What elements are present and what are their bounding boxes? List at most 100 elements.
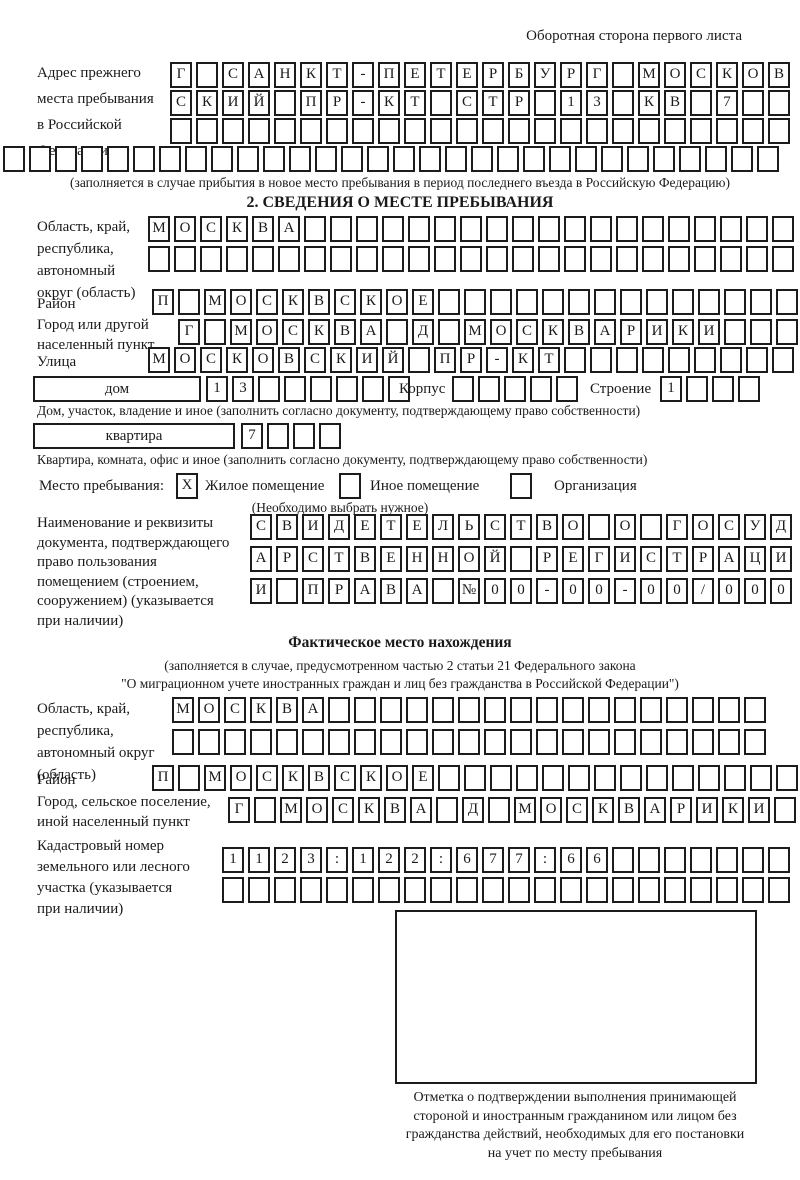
char-box[interactable]	[516, 765, 538, 791]
char-box[interactable]: И	[696, 797, 718, 823]
char-box[interactable]: О	[230, 765, 252, 791]
char-box[interactable]: Е	[380, 546, 402, 572]
char-box[interactable]	[148, 246, 170, 272]
char-box[interactable]: :	[534, 847, 556, 873]
char-box[interactable]	[482, 877, 504, 903]
char-box[interactable]: Г	[588, 546, 610, 572]
char-box[interactable]: П	[152, 289, 174, 315]
char-box[interactable]	[666, 697, 688, 723]
char-box[interactable]	[178, 289, 200, 315]
char-box[interactable]: Б	[508, 62, 530, 88]
char-box[interactable]: С	[250, 514, 272, 540]
char-box[interactable]: А	[406, 578, 428, 604]
char-box[interactable]: О	[386, 289, 408, 315]
char-box[interactable]	[293, 423, 315, 449]
char-box[interactable]	[300, 118, 322, 144]
char-box[interactable]	[612, 90, 634, 116]
char-box[interactable]: С	[640, 546, 662, 572]
char-box[interactable]: В	[278, 347, 300, 373]
char-box[interactable]: М	[148, 347, 170, 373]
char-box[interactable]	[668, 347, 690, 373]
char-box[interactable]	[380, 697, 402, 723]
char-box[interactable]	[404, 877, 426, 903]
char-box[interactable]	[724, 289, 746, 315]
char-box[interactable]	[430, 877, 452, 903]
char-box[interactable]	[378, 118, 400, 144]
char-box[interactable]	[538, 246, 560, 272]
char-box[interactable]	[436, 797, 458, 823]
char-box[interactable]	[289, 146, 311, 172]
char-box[interactable]	[354, 697, 376, 723]
char-box[interactable]: К	[378, 90, 400, 116]
char-box[interactable]: А	[644, 797, 666, 823]
char-box[interactable]	[490, 765, 512, 791]
char-box[interactable]: К	[282, 289, 304, 315]
char-box[interactable]: Д	[412, 319, 434, 345]
char-box[interactable]: Р	[560, 62, 582, 88]
char-box[interactable]	[534, 118, 556, 144]
char-box[interactable]: С	[224, 697, 246, 723]
char-box[interactable]	[776, 319, 798, 345]
char-box[interactable]	[666, 729, 688, 755]
char-box[interactable]: И	[614, 546, 636, 572]
char-box[interactable]	[664, 118, 686, 144]
char-box[interactable]: С	[304, 347, 326, 373]
char-box[interactable]	[196, 118, 218, 144]
char-box[interactable]: К	[330, 347, 352, 373]
char-box[interactable]: О	[614, 514, 636, 540]
char-box[interactable]: С	[484, 514, 506, 540]
char-box[interactable]	[516, 289, 538, 315]
char-box[interactable]: 0	[718, 578, 740, 604]
char-box[interactable]	[690, 847, 712, 873]
char-box[interactable]: О	[252, 347, 274, 373]
char-box[interactable]: 6	[456, 847, 478, 873]
char-box[interactable]	[530, 376, 552, 402]
char-box[interactable]	[458, 729, 480, 755]
char-box[interactable]	[508, 118, 530, 144]
char-box[interactable]	[642, 216, 664, 242]
char-box[interactable]	[250, 729, 272, 755]
char-box[interactable]: К	[282, 765, 304, 791]
char-box[interactable]	[408, 347, 430, 373]
char-box[interactable]: Р	[326, 90, 348, 116]
char-box[interactable]: С	[334, 765, 356, 791]
char-box[interactable]: А	[718, 546, 740, 572]
char-box[interactable]	[672, 289, 694, 315]
char-box[interactable]: П	[434, 347, 456, 373]
char-box[interactable]	[434, 246, 456, 272]
char-box[interactable]	[512, 246, 534, 272]
char-box[interactable]	[404, 118, 426, 144]
char-box[interactable]: Т	[326, 62, 348, 88]
char-box[interactable]	[352, 118, 374, 144]
char-box[interactable]	[380, 729, 402, 755]
char-box[interactable]: Г	[178, 319, 200, 345]
char-box[interactable]: 1	[222, 847, 244, 873]
char-box[interactable]: 1	[248, 847, 270, 873]
char-box[interactable]: Т	[538, 347, 560, 373]
char-box[interactable]	[222, 877, 244, 903]
char-box[interactable]	[614, 697, 636, 723]
char-box[interactable]	[742, 118, 764, 144]
char-box[interactable]: И	[770, 546, 792, 572]
char-box[interactable]: И	[698, 319, 720, 345]
char-box[interactable]	[646, 289, 668, 315]
char-box[interactable]: О	[692, 514, 714, 540]
char-box[interactable]: М	[230, 319, 252, 345]
char-box[interactable]	[170, 118, 192, 144]
char-box[interactable]: В	[308, 289, 330, 315]
char-box[interactable]: 0	[640, 578, 662, 604]
char-box[interactable]	[319, 423, 341, 449]
char-box[interactable]: Н	[432, 546, 454, 572]
char-box[interactable]	[356, 216, 378, 242]
char-box[interactable]	[393, 146, 415, 172]
char-box[interactable]	[612, 847, 634, 873]
char-box[interactable]: А	[302, 697, 324, 723]
char-box[interactable]	[594, 765, 616, 791]
char-box[interactable]	[222, 118, 244, 144]
char-box[interactable]	[668, 246, 690, 272]
char-box[interactable]	[542, 765, 564, 791]
char-box[interactable]	[776, 289, 798, 315]
char-box[interactable]	[362, 376, 384, 402]
char-box[interactable]: Т	[510, 514, 532, 540]
char-box[interactable]	[478, 376, 500, 402]
